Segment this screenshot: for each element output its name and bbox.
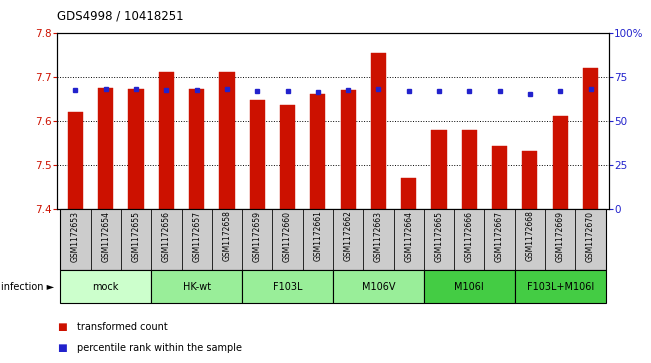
Bar [151,209,182,270]
Text: GSM1172663: GSM1172663 [374,211,383,262]
Bar [98,88,113,209]
Bar [219,72,234,209]
Bar [272,209,303,270]
Bar [250,99,265,209]
Text: GDS4998 / 10418251: GDS4998 / 10418251 [57,9,184,22]
Bar [522,151,538,209]
Bar [515,209,545,270]
Text: GSM1172656: GSM1172656 [162,211,171,262]
Bar [432,130,447,209]
Text: GSM1172658: GSM1172658 [223,211,232,261]
Bar [424,270,515,303]
Bar [394,209,424,270]
Text: GSM1172665: GSM1172665 [434,211,443,262]
Bar [212,209,242,270]
Bar [575,209,605,270]
Text: ■: ■ [57,343,67,354]
Text: GSM1172653: GSM1172653 [71,211,80,262]
Bar [182,209,212,270]
Bar [189,89,204,209]
Bar [311,94,326,209]
Bar [280,105,295,209]
Bar [61,209,90,270]
Text: ■: ■ [57,322,67,332]
Bar [424,209,454,270]
Bar [333,209,363,270]
Text: GSM1172659: GSM1172659 [253,211,262,262]
Text: HK-wt: HK-wt [182,282,211,292]
Text: GSM1172662: GSM1172662 [344,211,353,261]
Bar [371,53,386,209]
Bar [492,146,507,209]
Text: infection ►: infection ► [1,282,54,292]
Bar [303,209,333,270]
Text: transformed count: transformed count [77,322,167,332]
Bar [545,209,575,270]
Bar [242,270,333,303]
Text: GSM1172670: GSM1172670 [586,211,595,262]
Text: GSM1172668: GSM1172668 [525,211,534,261]
Text: percentile rank within the sample: percentile rank within the sample [77,343,242,354]
Bar [333,270,424,303]
Bar [159,72,174,209]
Bar [363,209,394,270]
Text: GSM1172667: GSM1172667 [495,211,504,262]
Bar [484,209,515,270]
Bar [583,68,598,209]
Bar [340,90,355,209]
Bar [61,270,151,303]
Text: GSM1172661: GSM1172661 [313,211,322,261]
Bar [242,209,272,270]
Text: M106I: M106I [454,282,484,292]
Text: M106V: M106V [362,282,395,292]
Bar [401,178,416,209]
Bar [454,209,484,270]
Text: GSM1172660: GSM1172660 [283,211,292,262]
Text: GSM1172654: GSM1172654 [102,211,110,262]
Bar [128,89,144,209]
Text: mock: mock [92,282,119,292]
Text: GSM1172655: GSM1172655 [132,211,141,262]
Text: GSM1172657: GSM1172657 [192,211,201,262]
Bar [462,130,477,209]
Bar [121,209,151,270]
Text: GSM1172664: GSM1172664 [404,211,413,262]
Bar [553,116,568,209]
Bar [515,270,605,303]
Text: F103L+M106I: F103L+M106I [527,282,594,292]
Bar [151,270,242,303]
Text: F103L: F103L [273,282,302,292]
Text: GSM1172666: GSM1172666 [465,211,474,262]
Bar [90,209,121,270]
Bar [68,112,83,209]
Text: GSM1172669: GSM1172669 [556,211,564,262]
